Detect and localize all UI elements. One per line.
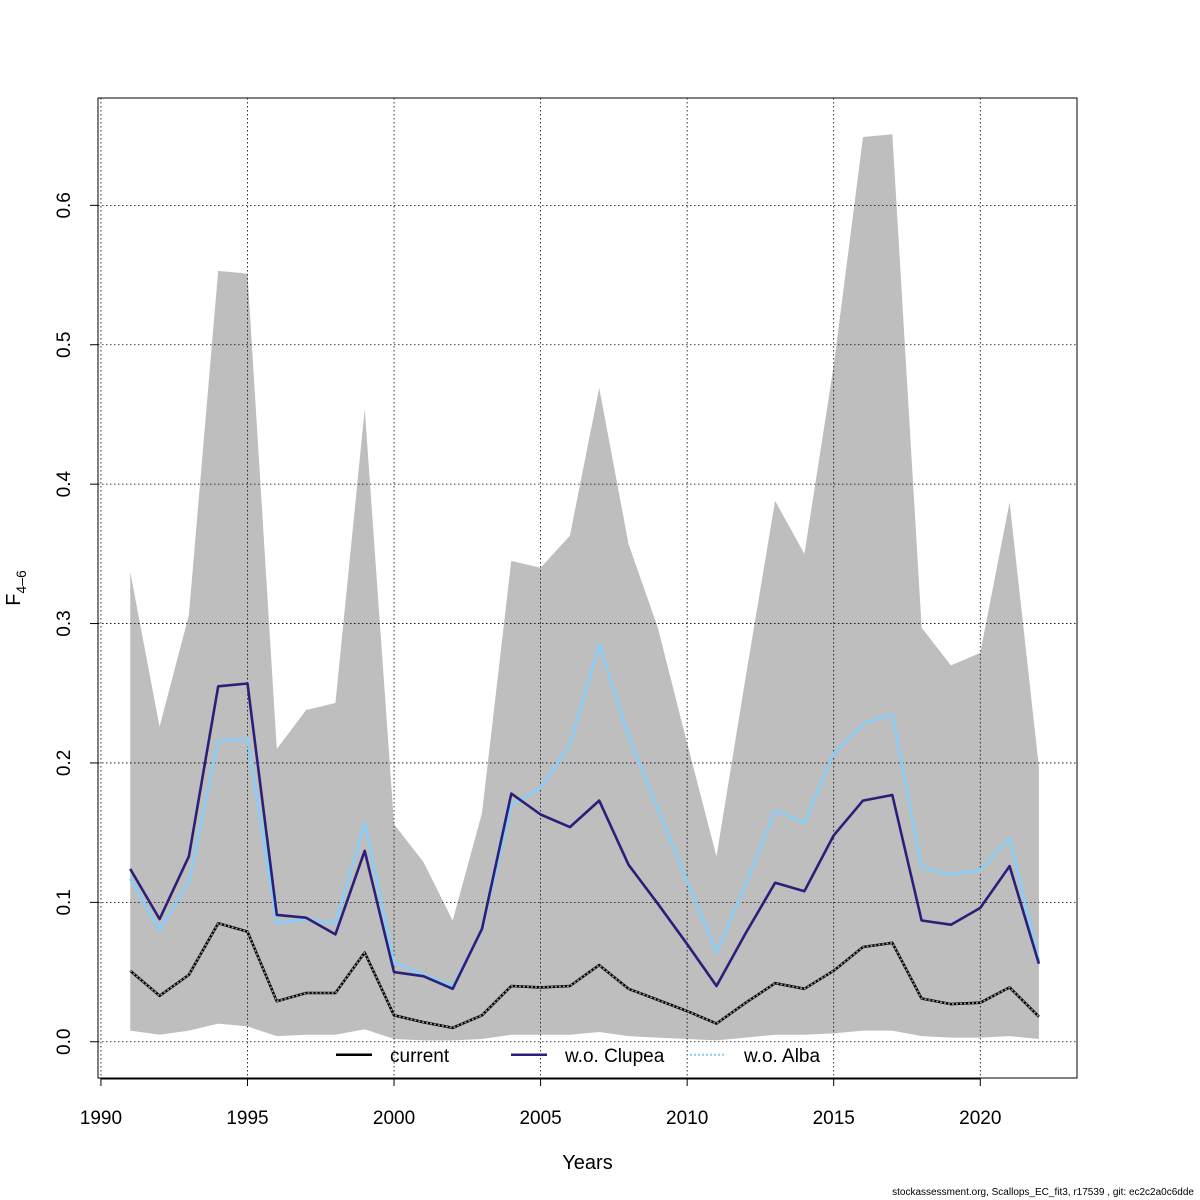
x-tick-label: 1995: [226, 1108, 268, 1129]
legend-label: w.o. Clupea: [564, 1046, 665, 1067]
series-layer: [129, 643, 1041, 1030]
legend-label: w.o. Alba: [743, 1046, 820, 1067]
y-tick-label: 0.0: [54, 1029, 75, 1055]
series-line-w-o-alba: [129, 643, 1041, 988]
x-tick-label: 1990: [80, 1108, 122, 1129]
x-tick-label: 2015: [813, 1108, 855, 1129]
y-tick-label: 0.3: [54, 610, 75, 636]
y-tick-label: 0.6: [54, 192, 75, 218]
y-tick-label: 0.4: [54, 471, 75, 498]
series-line-current-dotted: [129, 922, 1040, 1029]
y-axis-title: F4–6: [3, 570, 29, 606]
y-axis-title-main: F: [3, 594, 25, 606]
footer-caption: stockassessment.org, Scallops_EC_fit3, r…: [892, 1187, 1194, 1198]
x-tick-label: 2010: [666, 1108, 708, 1129]
x-axis: 1990 1995 2000 2005 2010 2015 2020: [80, 1078, 1001, 1129]
y-axis: 0.0 0.1 0.2 0.3 0.4 0.5 0.6: [54, 192, 99, 1055]
legend: current w.o. Clupea w.o. Alba: [336, 1046, 820, 1067]
y-tick-label: 0.5: [54, 332, 75, 358]
series-line-w-o-clupea: [129, 682, 1041, 991]
x-tick-label: 2000: [373, 1108, 415, 1129]
y-tick-label: 0.2: [54, 750, 75, 776]
confidence-band: [130, 134, 1039, 1041]
x-tick-label: 2005: [519, 1108, 561, 1129]
x-tick-label: 2020: [959, 1108, 1001, 1129]
legend-label: current: [390, 1046, 450, 1067]
confidence-band-layer: [130, 134, 1039, 1041]
y-tick-label: 0.1: [54, 889, 75, 915]
grid-layer: [98, 98, 1077, 1078]
y-axis-title-sub: 4–6: [13, 570, 29, 594]
x-axis-title: Years: [562, 1152, 612, 1174]
